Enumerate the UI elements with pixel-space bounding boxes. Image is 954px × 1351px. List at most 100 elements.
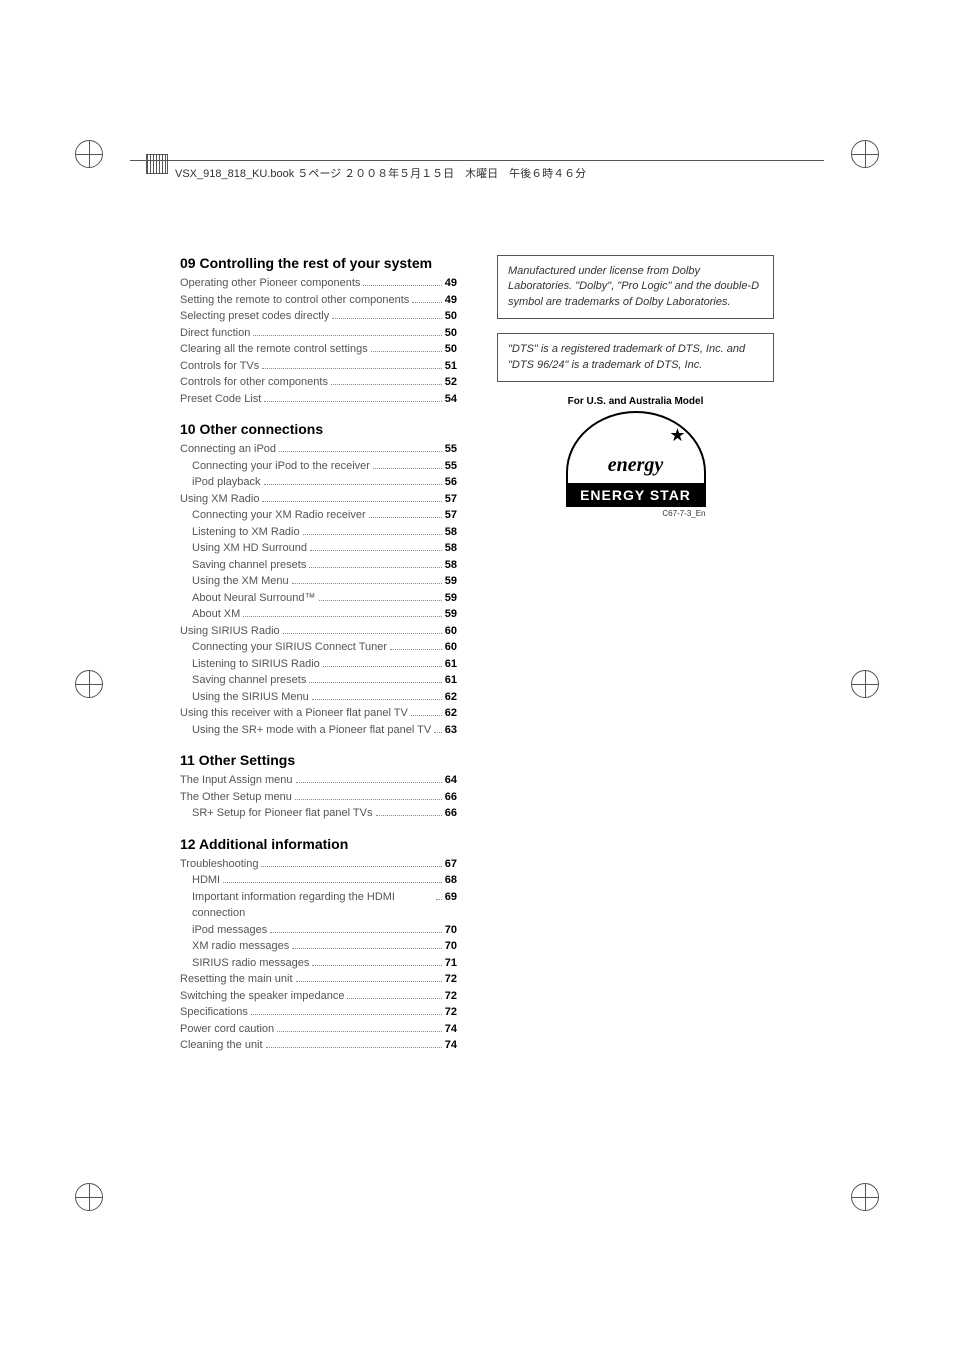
toc-label: Using the XM Menu bbox=[192, 573, 289, 590]
toc-page: 62 bbox=[445, 705, 457, 722]
toc-page: 66 bbox=[445, 805, 457, 822]
toc-leader bbox=[264, 401, 441, 402]
content-area: 09 Controlling the rest of your systemOp… bbox=[180, 255, 774, 1171]
toc-entry: About Neural Surround™59 bbox=[180, 590, 457, 607]
toc-entry: Saving channel presets58 bbox=[180, 557, 457, 574]
toc-page: 64 bbox=[445, 772, 457, 789]
toc-leader bbox=[309, 682, 441, 683]
toc-leader bbox=[262, 501, 441, 502]
toc-entry: Saving channel presets61 bbox=[180, 672, 457, 689]
toc-entry: XM radio messages70 bbox=[180, 938, 457, 955]
toc-page: 49 bbox=[445, 292, 457, 309]
toc-leader bbox=[283, 633, 442, 634]
toc-entry: Listening to SIRIUS Radio61 bbox=[180, 656, 457, 673]
toc-page: 58 bbox=[445, 540, 457, 557]
toc-leader bbox=[319, 600, 442, 601]
toc-entry: The Other Setup menu66 bbox=[180, 789, 457, 806]
toc-label: Controls for other components bbox=[180, 374, 328, 391]
toc-leader bbox=[251, 1014, 442, 1015]
toc-leader bbox=[309, 567, 441, 568]
toc-label: Saving channel presets bbox=[192, 672, 306, 689]
toc-label: Resetting the main unit bbox=[180, 971, 293, 988]
toc-page: 52 bbox=[445, 374, 457, 391]
toc-page: 69 bbox=[445, 889, 457, 906]
toc-entry: Operating other Pioneer components49 bbox=[180, 275, 457, 292]
toc-label: Selecting preset codes directly bbox=[180, 308, 329, 325]
toc-label: Specifications bbox=[180, 1004, 248, 1021]
toc-leader bbox=[312, 699, 442, 700]
toc-leader bbox=[253, 335, 441, 336]
toc-page: 71 bbox=[445, 955, 457, 972]
energy-code: C67-7-3_En bbox=[566, 509, 706, 518]
toc-page: 57 bbox=[445, 491, 457, 508]
section-title: 10 Other connections bbox=[180, 421, 457, 437]
toc-page: 55 bbox=[445, 458, 457, 475]
toc-entry: iPod playback56 bbox=[180, 474, 457, 491]
toc-leader bbox=[303, 534, 442, 535]
toc-leader bbox=[312, 965, 441, 966]
toc-entry: Using XM HD Surround58 bbox=[180, 540, 457, 557]
section-title: 12 Additional information bbox=[180, 836, 457, 852]
toc-leader bbox=[436, 899, 442, 900]
toc-entry: Using SIRIUS Radio60 bbox=[180, 623, 457, 640]
toc-entry: Selecting preset codes directly50 bbox=[180, 308, 457, 325]
toc-label: Connecting your iPod to the receiver bbox=[192, 458, 370, 475]
toc-label: XM radio messages bbox=[192, 938, 289, 955]
crop-mark bbox=[75, 1183, 103, 1211]
toc-label: Using SIRIUS Radio bbox=[180, 623, 280, 640]
toc-entry: About XM59 bbox=[180, 606, 457, 623]
toc-entry: SIRIUS radio messages71 bbox=[180, 955, 457, 972]
toc-label: Connecting your XM Radio receiver bbox=[192, 507, 366, 524]
dolby-notice: Manufactured under license from Dolby La… bbox=[497, 255, 774, 319]
toc-entry: Controls for other components 52 bbox=[180, 374, 457, 391]
toc-label: About Neural Surround™ bbox=[192, 590, 316, 607]
toc-label: HDMI bbox=[192, 872, 220, 889]
toc-entry: SR+ Setup for Pioneer flat panel TVs 66 bbox=[180, 805, 457, 822]
book-icon bbox=[146, 154, 168, 174]
toc-page: 56 bbox=[445, 474, 457, 491]
toc-label: Power cord caution bbox=[180, 1021, 274, 1038]
toc-entry: Using the SR+ mode with a Pioneer flat p… bbox=[180, 722, 457, 739]
left-column: 09 Controlling the rest of your systemOp… bbox=[180, 255, 457, 1171]
toc-leader bbox=[323, 666, 442, 667]
crop-mark bbox=[75, 670, 103, 698]
toc-entry: Connecting your SIRIUS Connect Tuner60 bbox=[180, 639, 457, 656]
toc-page: 74 bbox=[445, 1037, 457, 1054]
toc-leader bbox=[332, 318, 442, 319]
toc-leader bbox=[331, 384, 442, 385]
toc-page: 72 bbox=[445, 1004, 457, 1021]
toc-page: 66 bbox=[445, 789, 457, 806]
toc-entry: Cleaning the unit74 bbox=[180, 1037, 457, 1054]
crop-mark bbox=[851, 1183, 879, 1211]
toc-page: 72 bbox=[445, 971, 457, 988]
crop-mark bbox=[851, 140, 879, 168]
toc-entry: Using the SIRIUS Menu62 bbox=[180, 689, 457, 706]
right-column: Manufactured under license from Dolby La… bbox=[497, 255, 774, 1171]
section-title: 11 Other Settings bbox=[180, 752, 457, 768]
toc-entry: Connecting your iPod to the receiver 55 bbox=[180, 458, 457, 475]
toc-leader bbox=[347, 998, 441, 999]
toc-leader bbox=[371, 351, 442, 352]
toc-entry: Switching the speaker impedance72 bbox=[180, 988, 457, 1005]
toc-leader bbox=[264, 484, 442, 485]
toc-label: Important information regarding the HDMI… bbox=[192, 889, 433, 922]
toc-label: iPod messages bbox=[192, 922, 267, 939]
toc-leader bbox=[310, 550, 442, 551]
toc-label: Controls for TVs bbox=[180, 358, 259, 375]
toc-leader bbox=[261, 866, 441, 867]
toc-label: The Input Assign menu bbox=[180, 772, 293, 789]
toc-leader bbox=[277, 1031, 442, 1032]
toc-page: 57 bbox=[445, 507, 457, 524]
toc-page: 59 bbox=[445, 573, 457, 590]
toc-page: 63 bbox=[445, 722, 457, 739]
toc-page: 51 bbox=[445, 358, 457, 375]
toc-leader bbox=[279, 451, 442, 452]
toc-label: SR+ Setup for Pioneer flat panel TVs bbox=[192, 805, 373, 822]
toc-page: 62 bbox=[445, 689, 457, 706]
energy-star-label: ENERGY STAR bbox=[566, 483, 706, 507]
star-icon: ★ bbox=[669, 425, 685, 446]
toc-page: 70 bbox=[445, 922, 457, 939]
toc-entry: Controls for TVs 51 bbox=[180, 358, 457, 375]
toc-entry: Important information regarding the HDMI… bbox=[180, 889, 457, 922]
toc-label: Setting the remote to control other comp… bbox=[180, 292, 409, 309]
